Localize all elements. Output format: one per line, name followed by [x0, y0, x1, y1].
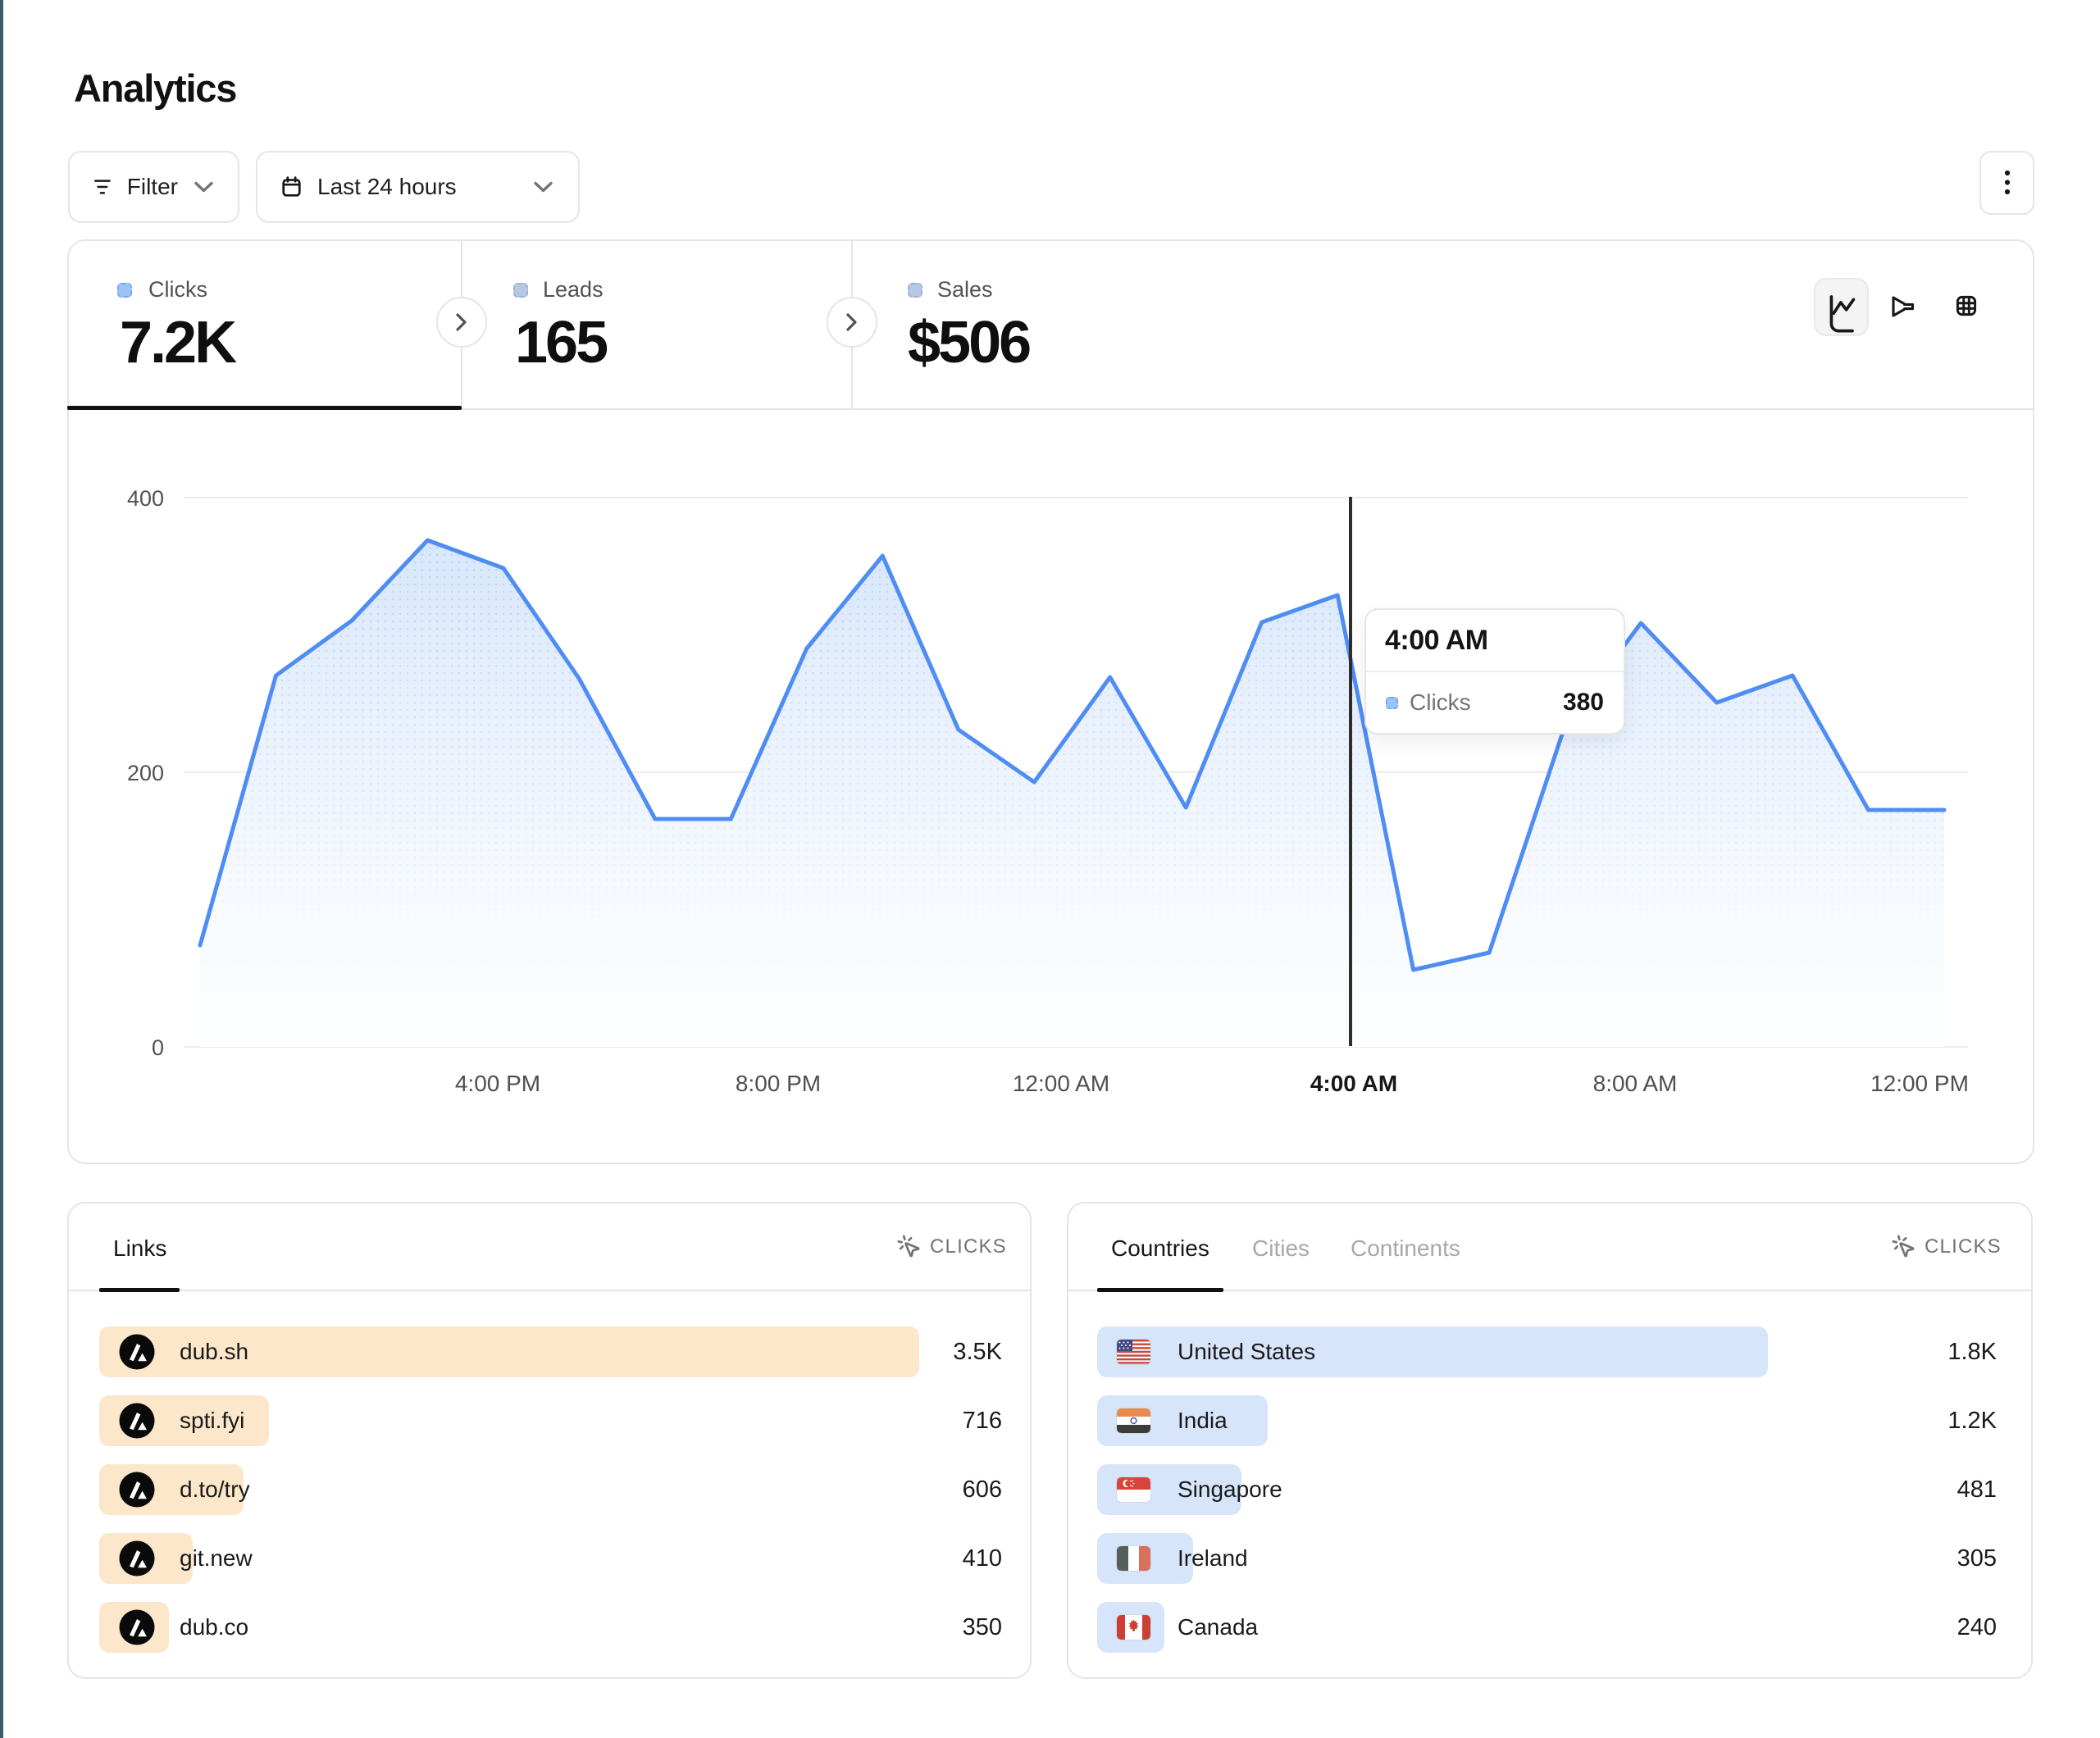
svg-text:0: 0: [152, 1035, 164, 1060]
svg-text:8:00 PM: 8:00 PM: [736, 1071, 821, 1096]
svg-text:400: 400: [127, 486, 164, 511]
svg-text:12:00 PM: 12:00 PM: [1870, 1071, 1969, 1096]
svg-text:200: 200: [127, 761, 164, 785]
svg-text:12:00 AM: 12:00 AM: [1013, 1071, 1109, 1096]
svg-text:8:00 AM: 8:00 AM: [1593, 1071, 1678, 1096]
svg-text:4:00 AM: 4:00 AM: [1310, 1071, 1397, 1096]
svg-text:4:00 PM: 4:00 PM: [455, 1071, 540, 1096]
